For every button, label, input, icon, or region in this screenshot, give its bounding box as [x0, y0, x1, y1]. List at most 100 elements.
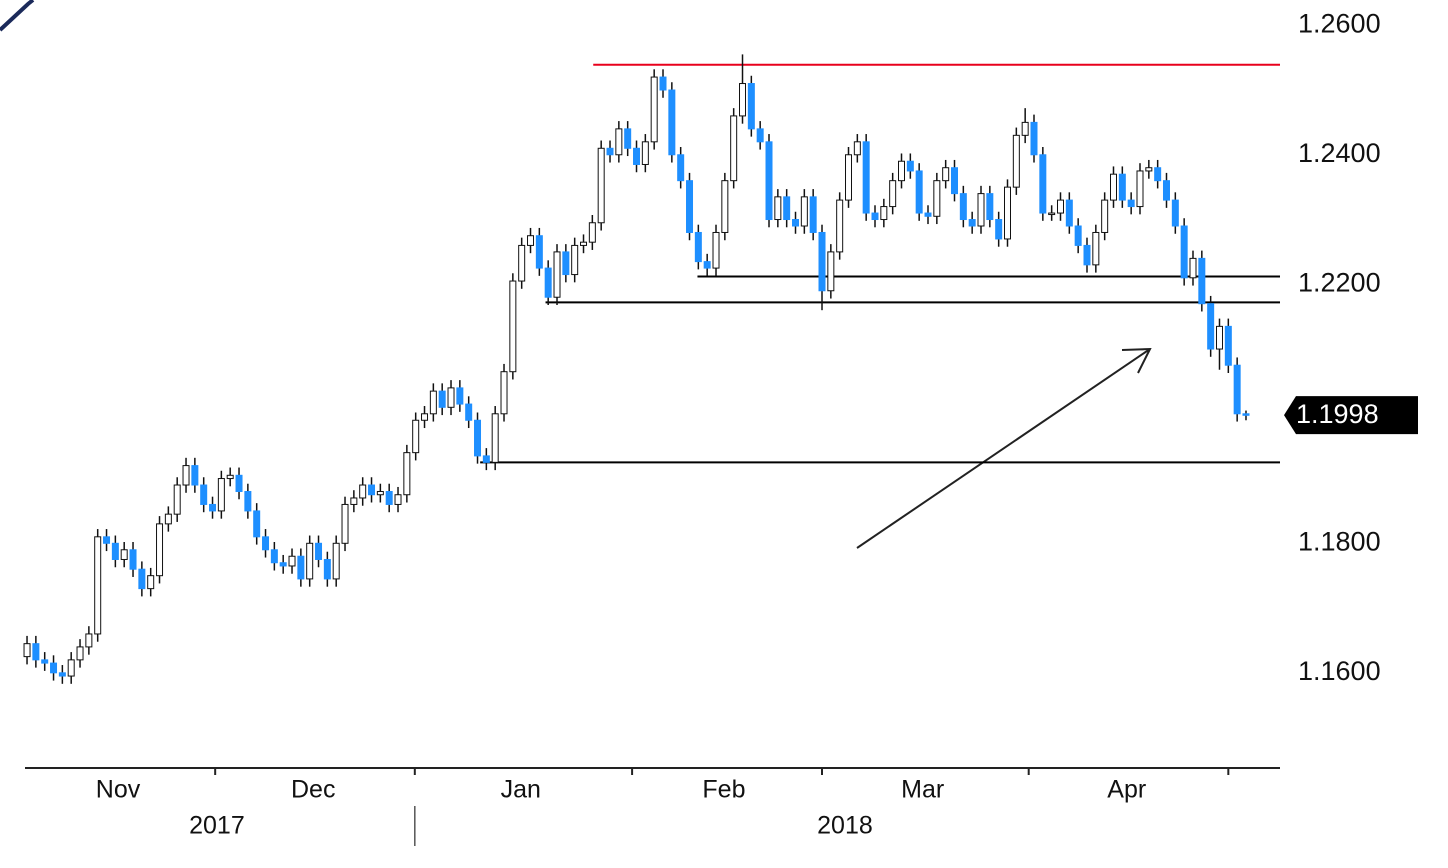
candle-body	[1198, 257, 1206, 305]
candle-body	[739, 83, 747, 117]
candle-body	[279, 562, 287, 567]
candle-body	[262, 536, 270, 551]
candle-body	[836, 199, 844, 253]
candle-body	[1021, 121, 1029, 136]
candle-body	[880, 206, 888, 221]
candle-body	[668, 89, 676, 156]
candle-body	[1083, 244, 1091, 266]
candle-body	[1092, 231, 1100, 266]
candle-body	[1012, 134, 1020, 188]
candle-body	[562, 251, 570, 276]
candle-body	[915, 170, 923, 214]
year-label: 2017	[189, 812, 245, 840]
candle-body	[792, 219, 800, 227]
candle-body	[606, 147, 614, 156]
candle-body	[818, 231, 826, 292]
candle-body	[783, 196, 791, 221]
candle-body	[456, 387, 464, 405]
candle-body	[1215, 325, 1223, 350]
month-label: Apr	[1107, 776, 1146, 804]
candle-body	[156, 523, 164, 577]
candle-body	[730, 115, 738, 182]
candle-body	[800, 196, 808, 227]
candle-body	[315, 542, 323, 560]
candle-body	[1233, 364, 1241, 415]
candle-body	[518, 244, 526, 282]
candle-body	[544, 267, 552, 298]
candle-body	[209, 503, 217, 512]
candle-body	[482, 455, 490, 463]
candle-body	[41, 659, 49, 664]
candle-body	[862, 141, 870, 214]
candle-body	[67, 659, 75, 677]
candle-body	[1180, 225, 1188, 279]
candle-body	[809, 196, 817, 233]
candle-body	[85, 633, 93, 648]
candle-body	[376, 490, 384, 496]
candle-body	[1154, 167, 1162, 182]
candle-body	[412, 419, 420, 454]
candle-body	[1136, 170, 1144, 208]
corner-decoration	[0, 0, 35, 32]
y-tick-label: 1.1600	[1298, 656, 1381, 686]
candle-body	[650, 76, 658, 143]
candle-body	[1189, 257, 1197, 279]
candle-body	[200, 484, 208, 505]
candle-body	[1056, 199, 1064, 214]
candle-body	[1048, 212, 1056, 216]
candle-body	[527, 235, 535, 246]
candle-body	[385, 490, 393, 505]
candle-body	[553, 251, 561, 298]
last-price-tag	[1284, 396, 1418, 435]
candle-body	[120, 549, 128, 560]
candle-body	[474, 419, 482, 457]
candle-body	[906, 160, 914, 172]
candle-body	[898, 160, 906, 182]
candle-body	[50, 662, 58, 674]
candle-body	[1162, 180, 1170, 201]
candle-body	[580, 241, 588, 246]
candle-body	[721, 180, 729, 233]
candle-body	[703, 261, 711, 269]
candle-body	[853, 141, 861, 156]
candle-body	[968, 219, 976, 227]
candle-body	[1065, 199, 1073, 227]
candle-body	[253, 510, 261, 538]
month-label: Nov	[96, 776, 141, 804]
candle-body	[394, 494, 402, 505]
candle-body	[1127, 199, 1135, 208]
candle-body	[686, 180, 694, 233]
candle-body	[588, 222, 596, 243]
candle-body	[323, 558, 331, 580]
candle-body	[659, 76, 667, 91]
candle-body	[129, 549, 137, 570]
candle-body	[103, 536, 111, 544]
candle-body	[624, 128, 632, 149]
candle-body	[244, 490, 252, 512]
candle-body	[845, 154, 853, 201]
candle-body	[597, 147, 605, 224]
candle-body	[421, 413, 429, 421]
y-tick-label: 1.2400	[1298, 138, 1381, 168]
y-tick-label: 1.2600	[1298, 8, 1381, 38]
candle-body	[712, 231, 720, 269]
candle-body	[1030, 121, 1038, 156]
candle-body	[1207, 303, 1215, 350]
candle-body	[226, 474, 234, 480]
candle-body	[677, 154, 685, 182]
candle-body	[641, 141, 649, 165]
candle-body	[288, 555, 296, 567]
candle-body	[1145, 167, 1153, 172]
candle-body	[173, 484, 181, 515]
candle-body	[1101, 199, 1109, 233]
candle-body	[933, 180, 941, 217]
candles	[23, 54, 1250, 684]
candle-body	[747, 83, 755, 130]
candle-body	[1109, 173, 1117, 201]
candle-body	[164, 513, 172, 525]
month-label: Feb	[702, 776, 745, 804]
candle-body	[633, 147, 641, 165]
candle-body	[332, 542, 340, 580]
candle-body	[32, 643, 40, 661]
